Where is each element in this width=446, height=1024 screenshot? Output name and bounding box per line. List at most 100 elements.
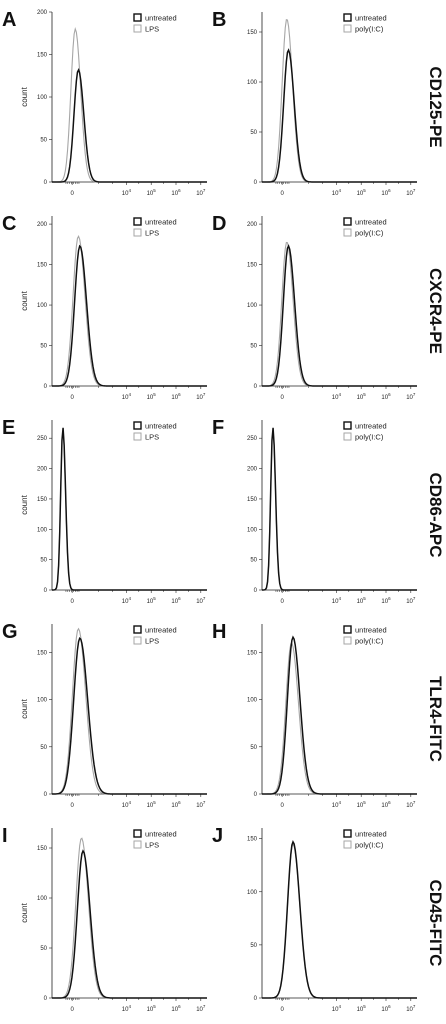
series-line-poly-i-c: [262, 842, 417, 999]
x-tick-label: 104: [332, 392, 342, 401]
y-tick-label: 250: [37, 436, 48, 442]
panel-letter: E: [2, 417, 15, 439]
series-line-untreated: [261, 427, 417, 591]
x-tick-label: 107: [196, 1004, 206, 1013]
y-tick-label: 150: [37, 650, 48, 656]
x-tick-label: 106: [381, 392, 391, 401]
series-line-untreated: [52, 67, 207, 183]
legend-swatch-untreated: [343, 217, 352, 226]
x-tick-label: 104: [332, 1004, 342, 1013]
y-axis-label: count: [20, 86, 29, 106]
y-axis-label: count: [20, 290, 29, 310]
y-tick-label: 100: [247, 527, 258, 533]
y-tick-label: 200: [37, 10, 48, 16]
y-tick-label: 50: [40, 138, 47, 144]
x-tick-label: 107: [406, 596, 416, 605]
series-line-untreated: [51, 427, 207, 591]
y-axis-label: count: [20, 902, 29, 922]
y-axis-label: count: [20, 698, 29, 718]
series-line-lps: [52, 235, 207, 387]
legend-label-lps: LPS: [145, 229, 159, 238]
x-tick-label: 106: [381, 596, 391, 605]
panel-i: I 0 50 100 150 count 0 104 105 106 107 untreated LPS: [2, 825, 207, 1013]
legend-swatch-untreated: [343, 625, 352, 634]
y-tick-label: 50: [250, 130, 257, 136]
legend-label-poly-i-c: poly(I:C): [355, 637, 384, 646]
series-line-untreated: [52, 849, 207, 999]
x-tick-label: 104: [122, 800, 132, 809]
legend-swatch-untreated: [133, 13, 142, 22]
legend-label-untreated: untreated: [145, 218, 177, 227]
y-tick-label: 150: [37, 53, 48, 59]
legend-swatch-poly-i-c: [343, 840, 352, 849]
y-tick-label: 50: [250, 745, 257, 751]
x-tick-label: 105: [357, 392, 367, 401]
series-line-lps: [51, 428, 207, 591]
x-tick-label: 106: [171, 392, 181, 401]
legend-swatch-poly-i-c: [343, 432, 352, 441]
x-tick-label: 107: [196, 188, 206, 197]
legend-label-untreated: untreated: [145, 422, 177, 431]
x-tick-label: 106: [381, 188, 391, 197]
panel-letter: I: [2, 825, 8, 847]
x-tick-label: 0: [280, 803, 284, 809]
panel-d: D 0 50 100 150 200 0 104 105 106 107 untreated poly(…: [212, 213, 417, 401]
legend-label-untreated: untreated: [145, 626, 177, 635]
y-tick-label: 0: [254, 180, 258, 186]
x-tick-label: 106: [171, 188, 181, 197]
x-tick-label: 0: [70, 803, 74, 809]
panel-b: B 0 50 100 150 0 104 105 106 107 untreated poly(I:C…: [212, 9, 417, 197]
legend-label-untreated: untreated: [355, 830, 387, 839]
panel-letter: G: [2, 621, 18, 643]
row-label-cxcr4-pe: CXCR4-PE: [426, 268, 445, 354]
x-tick-label: 0: [280, 1007, 284, 1013]
y-tick-label: 100: [37, 527, 48, 533]
panel-letter: C: [2, 213, 16, 235]
x-tick-label: 105: [147, 1004, 157, 1013]
x-tick-label: 0: [70, 599, 74, 605]
y-tick-label: 0: [44, 180, 48, 186]
x-tick-label: 0: [280, 599, 284, 605]
legend-swatch-lps: [133, 24, 142, 33]
y-tick-label: 100: [37, 896, 48, 902]
legend-swatch-poly-i-c: [343, 636, 352, 645]
x-tick-label: 106: [171, 1004, 181, 1013]
y-tick-label: 0: [44, 588, 48, 594]
legend-swatch-untreated: [343, 421, 352, 430]
legend-label-untreated: untreated: [145, 14, 177, 23]
series-line-poly-i-c: [262, 19, 417, 183]
x-tick-label: 105: [147, 392, 157, 401]
panel-letter: B: [212, 9, 226, 31]
y-tick-label: 100: [247, 890, 258, 896]
x-tick-label: 104: [122, 392, 132, 401]
x-tick-label: 105: [147, 188, 157, 197]
legend-label-poly-i-c: poly(I:C): [355, 229, 384, 238]
y-tick-label: 50: [40, 558, 47, 564]
x-tick-label: 104: [332, 596, 342, 605]
x-tick-label: 104: [122, 188, 132, 197]
x-tick-label: 104: [332, 188, 342, 197]
y-tick-label: 150: [37, 497, 48, 503]
panel-f: F 0 50 100 150 200 250 0 104 105 106 107 untreated po…: [212, 417, 417, 605]
series-line-lps: [52, 837, 207, 999]
y-tick-label: 50: [250, 558, 257, 564]
x-tick-label: 106: [381, 800, 391, 809]
legend-swatch-untreated: [133, 625, 142, 634]
legend-swatch-untreated: [343, 13, 352, 22]
panel-a: A 0 50 100 150 200 count 0 104 105 106 107 untreated…: [2, 9, 207, 197]
y-tick-label: 0: [254, 792, 258, 798]
series-line-untreated: [262, 635, 417, 795]
legend-label-untreated: untreated: [355, 422, 387, 431]
y-tick-label: 100: [37, 95, 48, 101]
y-tick-label: 0: [44, 384, 48, 390]
x-tick-label: 107: [406, 800, 416, 809]
x-tick-label: 104: [122, 596, 132, 605]
legend-label-poly-i-c: poly(I:C): [355, 841, 384, 850]
legend-label-lps: LPS: [145, 433, 159, 442]
panel-letter: F: [212, 417, 224, 439]
y-tick-label: 100: [37, 303, 48, 309]
y-tick-label: 100: [37, 698, 48, 704]
y-tick-label: 200: [37, 222, 48, 228]
y-tick-label: 100: [247, 303, 258, 309]
